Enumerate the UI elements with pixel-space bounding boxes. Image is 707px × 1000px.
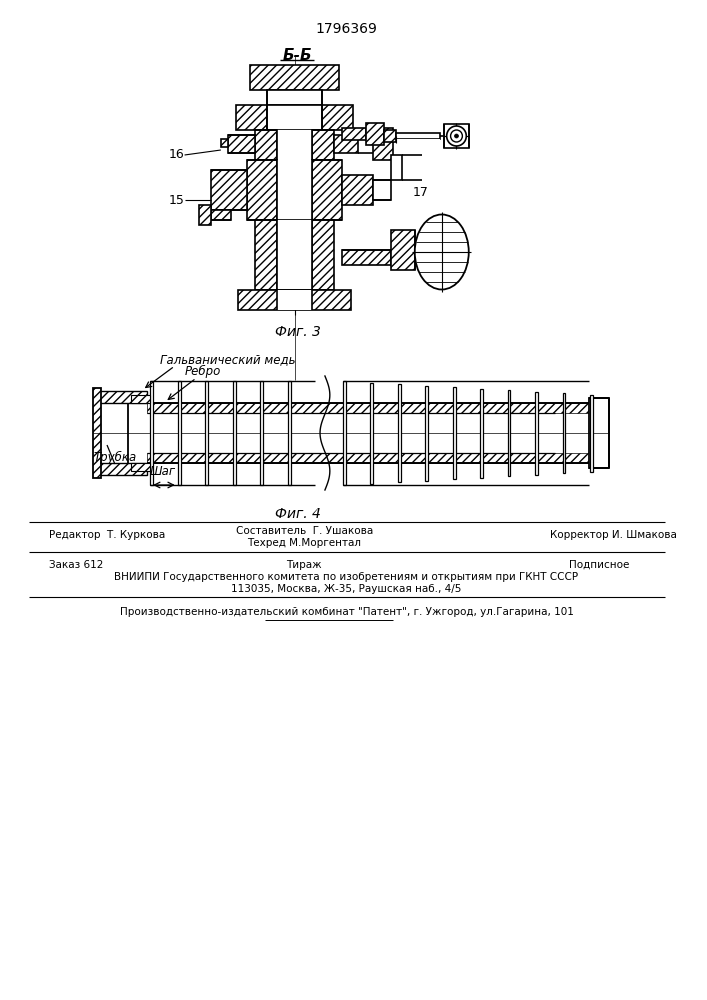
- Bar: [480, 388, 483, 478]
- Bar: [277, 290, 312, 310]
- Bar: [366, 123, 384, 145]
- Text: Подписное: Подписное: [569, 560, 630, 570]
- Text: Гальванический медь: Гальванический медь: [160, 353, 296, 366]
- Bar: [255, 220, 277, 290]
- Bar: [312, 130, 334, 160]
- Bar: [177, 381, 180, 485]
- Text: Шаг: Шаг: [149, 465, 175, 478]
- Bar: [98, 463, 147, 475]
- Bar: [396, 139, 440, 143]
- Text: Производственно-издательский комбинат "Патент", г. Ужгород, ул.Гагарина, 101: Производственно-издательский комбинат "П…: [119, 607, 573, 617]
- Text: Техред М.Моргентал: Техред М.Моргентал: [247, 538, 361, 548]
- Text: 17: 17: [412, 186, 428, 198]
- Text: 16: 16: [169, 148, 185, 161]
- Bar: [205, 381, 208, 485]
- Bar: [391, 155, 402, 180]
- Bar: [93, 388, 101, 478]
- Bar: [425, 385, 428, 481]
- Bar: [535, 391, 538, 475]
- Text: Заказ 612: Заказ 612: [49, 560, 103, 570]
- Bar: [397, 384, 401, 482]
- Bar: [384, 130, 396, 142]
- Text: Корректор И. Шмакова: Корректор И. Шмакова: [550, 530, 677, 540]
- Bar: [277, 220, 312, 290]
- Bar: [228, 135, 255, 153]
- Text: ВНИИПИ Государственного комитета по изобретениям и открытиям при ГКНТ СССР: ВНИИПИ Государственного комитета по изоб…: [115, 572, 578, 582]
- Bar: [250, 65, 339, 90]
- Bar: [508, 390, 510, 476]
- Text: 113035, Москва, Ж-35, Раушская наб., 4/5: 113035, Москва, Ж-35, Раушская наб., 4/5: [231, 584, 462, 594]
- Bar: [391, 230, 415, 270]
- Text: Редактор  Т. Куркова: Редактор Т. Куркова: [49, 530, 165, 540]
- Bar: [260, 381, 263, 485]
- Bar: [590, 394, 593, 472]
- Bar: [267, 90, 322, 105]
- Bar: [334, 135, 358, 153]
- Bar: [147, 453, 589, 463]
- Bar: [255, 130, 277, 160]
- Circle shape: [447, 126, 467, 146]
- Text: Ребро: Ребро: [185, 365, 221, 378]
- Bar: [312, 220, 334, 290]
- Bar: [233, 381, 235, 485]
- Bar: [199, 205, 211, 225]
- Bar: [373, 180, 391, 200]
- Bar: [312, 160, 341, 220]
- Bar: [341, 175, 373, 205]
- Bar: [444, 124, 469, 148]
- Bar: [147, 403, 589, 413]
- Bar: [131, 395, 150, 403]
- Text: 1796369: 1796369: [315, 22, 378, 36]
- Text: Фиг. 3: Фиг. 3: [274, 325, 320, 339]
- Bar: [373, 128, 392, 160]
- Bar: [322, 105, 354, 130]
- Bar: [98, 391, 147, 403]
- Text: Трубка: Трубка: [93, 451, 136, 464]
- Bar: [288, 381, 291, 485]
- Bar: [277, 130, 312, 160]
- Bar: [563, 393, 566, 473]
- Bar: [370, 382, 373, 484]
- Bar: [221, 139, 228, 147]
- Bar: [98, 393, 128, 473]
- Bar: [343, 381, 346, 485]
- Circle shape: [450, 130, 462, 142]
- Text: Тираж: Тираж: [286, 560, 322, 570]
- Bar: [150, 381, 153, 485]
- Ellipse shape: [415, 215, 469, 290]
- Bar: [452, 387, 455, 479]
- Bar: [211, 210, 230, 220]
- Bar: [277, 160, 312, 220]
- Bar: [247, 160, 277, 220]
- Bar: [341, 128, 366, 140]
- Bar: [341, 250, 391, 265]
- Bar: [267, 105, 322, 130]
- Bar: [131, 463, 150, 471]
- Text: 15: 15: [169, 194, 185, 207]
- Text: Б-Б: Б-Б: [283, 48, 312, 63]
- Text: Фиг. 4: Фиг. 4: [274, 507, 320, 521]
- Bar: [211, 170, 247, 210]
- Bar: [238, 290, 351, 310]
- Text: Составитель  Г. Ушакова: Составитель Г. Ушакова: [235, 526, 373, 536]
- Circle shape: [455, 134, 458, 138]
- Bar: [396, 133, 440, 139]
- Bar: [589, 398, 609, 468]
- Bar: [235, 105, 267, 130]
